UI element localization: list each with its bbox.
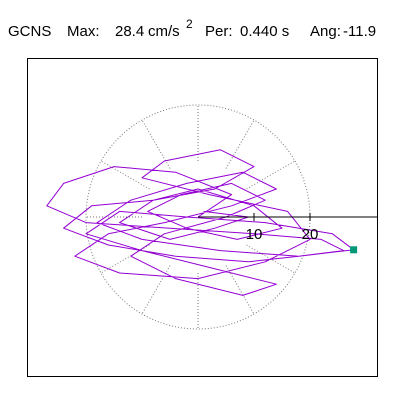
angle-value: -11.9 <box>343 23 376 40</box>
max-unit-exp: 2 <box>186 17 193 31</box>
spoke <box>225 265 255 315</box>
max-unit: cm/s <box>148 23 180 40</box>
station: GCNS <box>8 23 51 40</box>
r-tick-label: 20 <box>302 226 319 243</box>
max-label: Max: <box>67 23 100 40</box>
period-value: 0.440 s <box>240 23 289 40</box>
max-value: 28.4 <box>115 23 144 40</box>
max-marker <box>350 246 358 254</box>
r-tick-label: 10 <box>246 226 263 243</box>
spoke <box>225 119 255 169</box>
plot-frame <box>27 58 378 377</box>
spoke <box>141 265 171 315</box>
spoke <box>100 160 150 190</box>
spoke <box>246 160 296 190</box>
trace <box>46 149 355 296</box>
period-label: Per: <box>205 23 233 40</box>
angle-label: Ang: <box>310 23 341 40</box>
